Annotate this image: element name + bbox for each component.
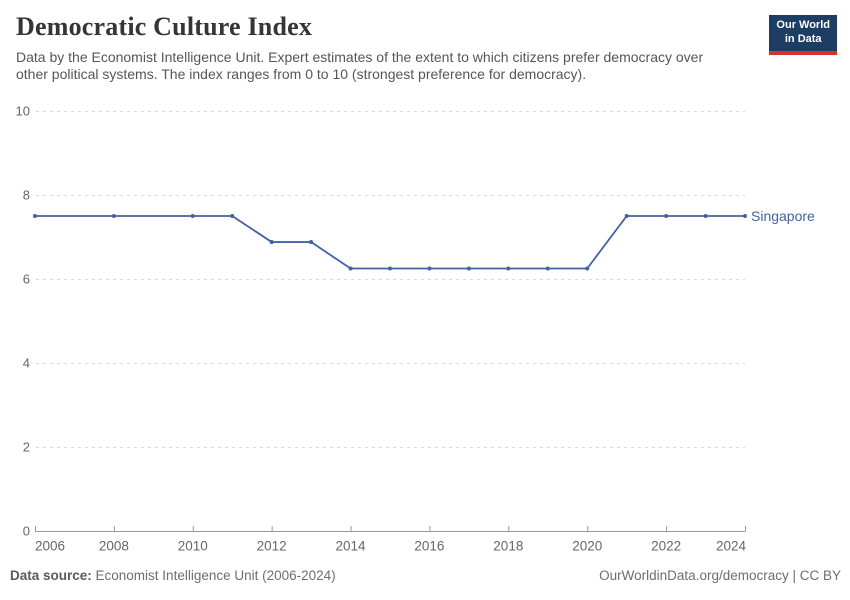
y-tick-label: 8: [23, 188, 30, 203]
data-point[interactable]: [545, 266, 550, 271]
data-line[interactable]: [35, 215, 745, 270]
x-tick-label: 2014: [336, 539, 367, 554]
data-point[interactable]: [269, 240, 274, 245]
subtitle-line-2: other political systems. The index range…: [16, 66, 587, 83]
series-singapore[interactable]: [33, 214, 747, 271]
data-source-text: Economist Intelligence Unit (2006-2024): [91, 568, 336, 583]
data-source-note: Data source: Economist Intelligence Unit…: [10, 568, 336, 583]
chart-area: 0 2 4 6 8 10 2006 2008 2010 2012 2014 2016 2018 2020 2…: [0, 100, 850, 560]
x-tick-label: 2006: [35, 539, 65, 554]
x-tick-label: 2010: [178, 539, 208, 554]
chart-header: Democratic Culture Index Data by the Eco…: [16, 12, 761, 84]
data-point[interactable]: [111, 214, 116, 218]
y-tick-label: 10: [16, 104, 30, 119]
x-tick-label: 2016: [414, 539, 444, 554]
y-tick-label: 4: [23, 356, 30, 371]
chart-subtitle: Data by the Economist Intelligence Unit.…: [16, 49, 761, 84]
x-tick-label: 2020: [572, 539, 602, 554]
x-tick-label: 2024: [716, 539, 747, 554]
data-point[interactable]: [388, 266, 392, 271]
owid-logo: Our World in Data: [769, 15, 837, 55]
series-label[interactable]: Singapore: [751, 208, 815, 224]
data-point[interactable]: [585, 266, 590, 271]
data-point[interactable]: [427, 266, 432, 271]
license-credit[interactable]: OurWorldinData.org/democracy | CC BY: [599, 568, 841, 583]
y-tick-label: 0: [23, 524, 30, 539]
chart-footer: Data source: Economist Intelligence Unit…: [10, 568, 841, 583]
data-point[interactable]: [230, 214, 235, 218]
data-point[interactable]: [466, 266, 471, 271]
data-point[interactable]: [348, 266, 353, 271]
data-point[interactable]: [309, 240, 314, 245]
subtitle-line-1: Data by the Economist Intelligence Unit.…: [16, 48, 704, 65]
data-point[interactable]: [624, 214, 629, 218]
x-tick-label: 2008: [99, 539, 129, 554]
x-tick-label: 2022: [651, 539, 681, 554]
data-source-label: Data source:: [10, 568, 92, 583]
y-tick-label: 2: [23, 440, 30, 455]
owid-logo-line-1: Our World: [776, 19, 830, 31]
y-tick-label: 6: [23, 272, 30, 287]
data-point[interactable]: [190, 214, 195, 218]
page-title: Democratic Culture Index: [16, 12, 313, 41]
data-point[interactable]: [664, 214, 669, 218]
data-point[interactable]: [33, 214, 37, 218]
line-chart: 0 2 4 6 8 10 2006 2008 2010 2012 2014 2016 2018 2020 2…: [16, 104, 816, 554]
x-tick-label: 2012: [257, 539, 287, 554]
x-tick-label: 2018: [493, 539, 523, 554]
owid-logo-line-2: in Data: [784, 32, 822, 45]
data-point[interactable]: [743, 214, 747, 218]
data-point[interactable]: [703, 214, 708, 218]
data-point[interactable]: [506, 266, 511, 271]
